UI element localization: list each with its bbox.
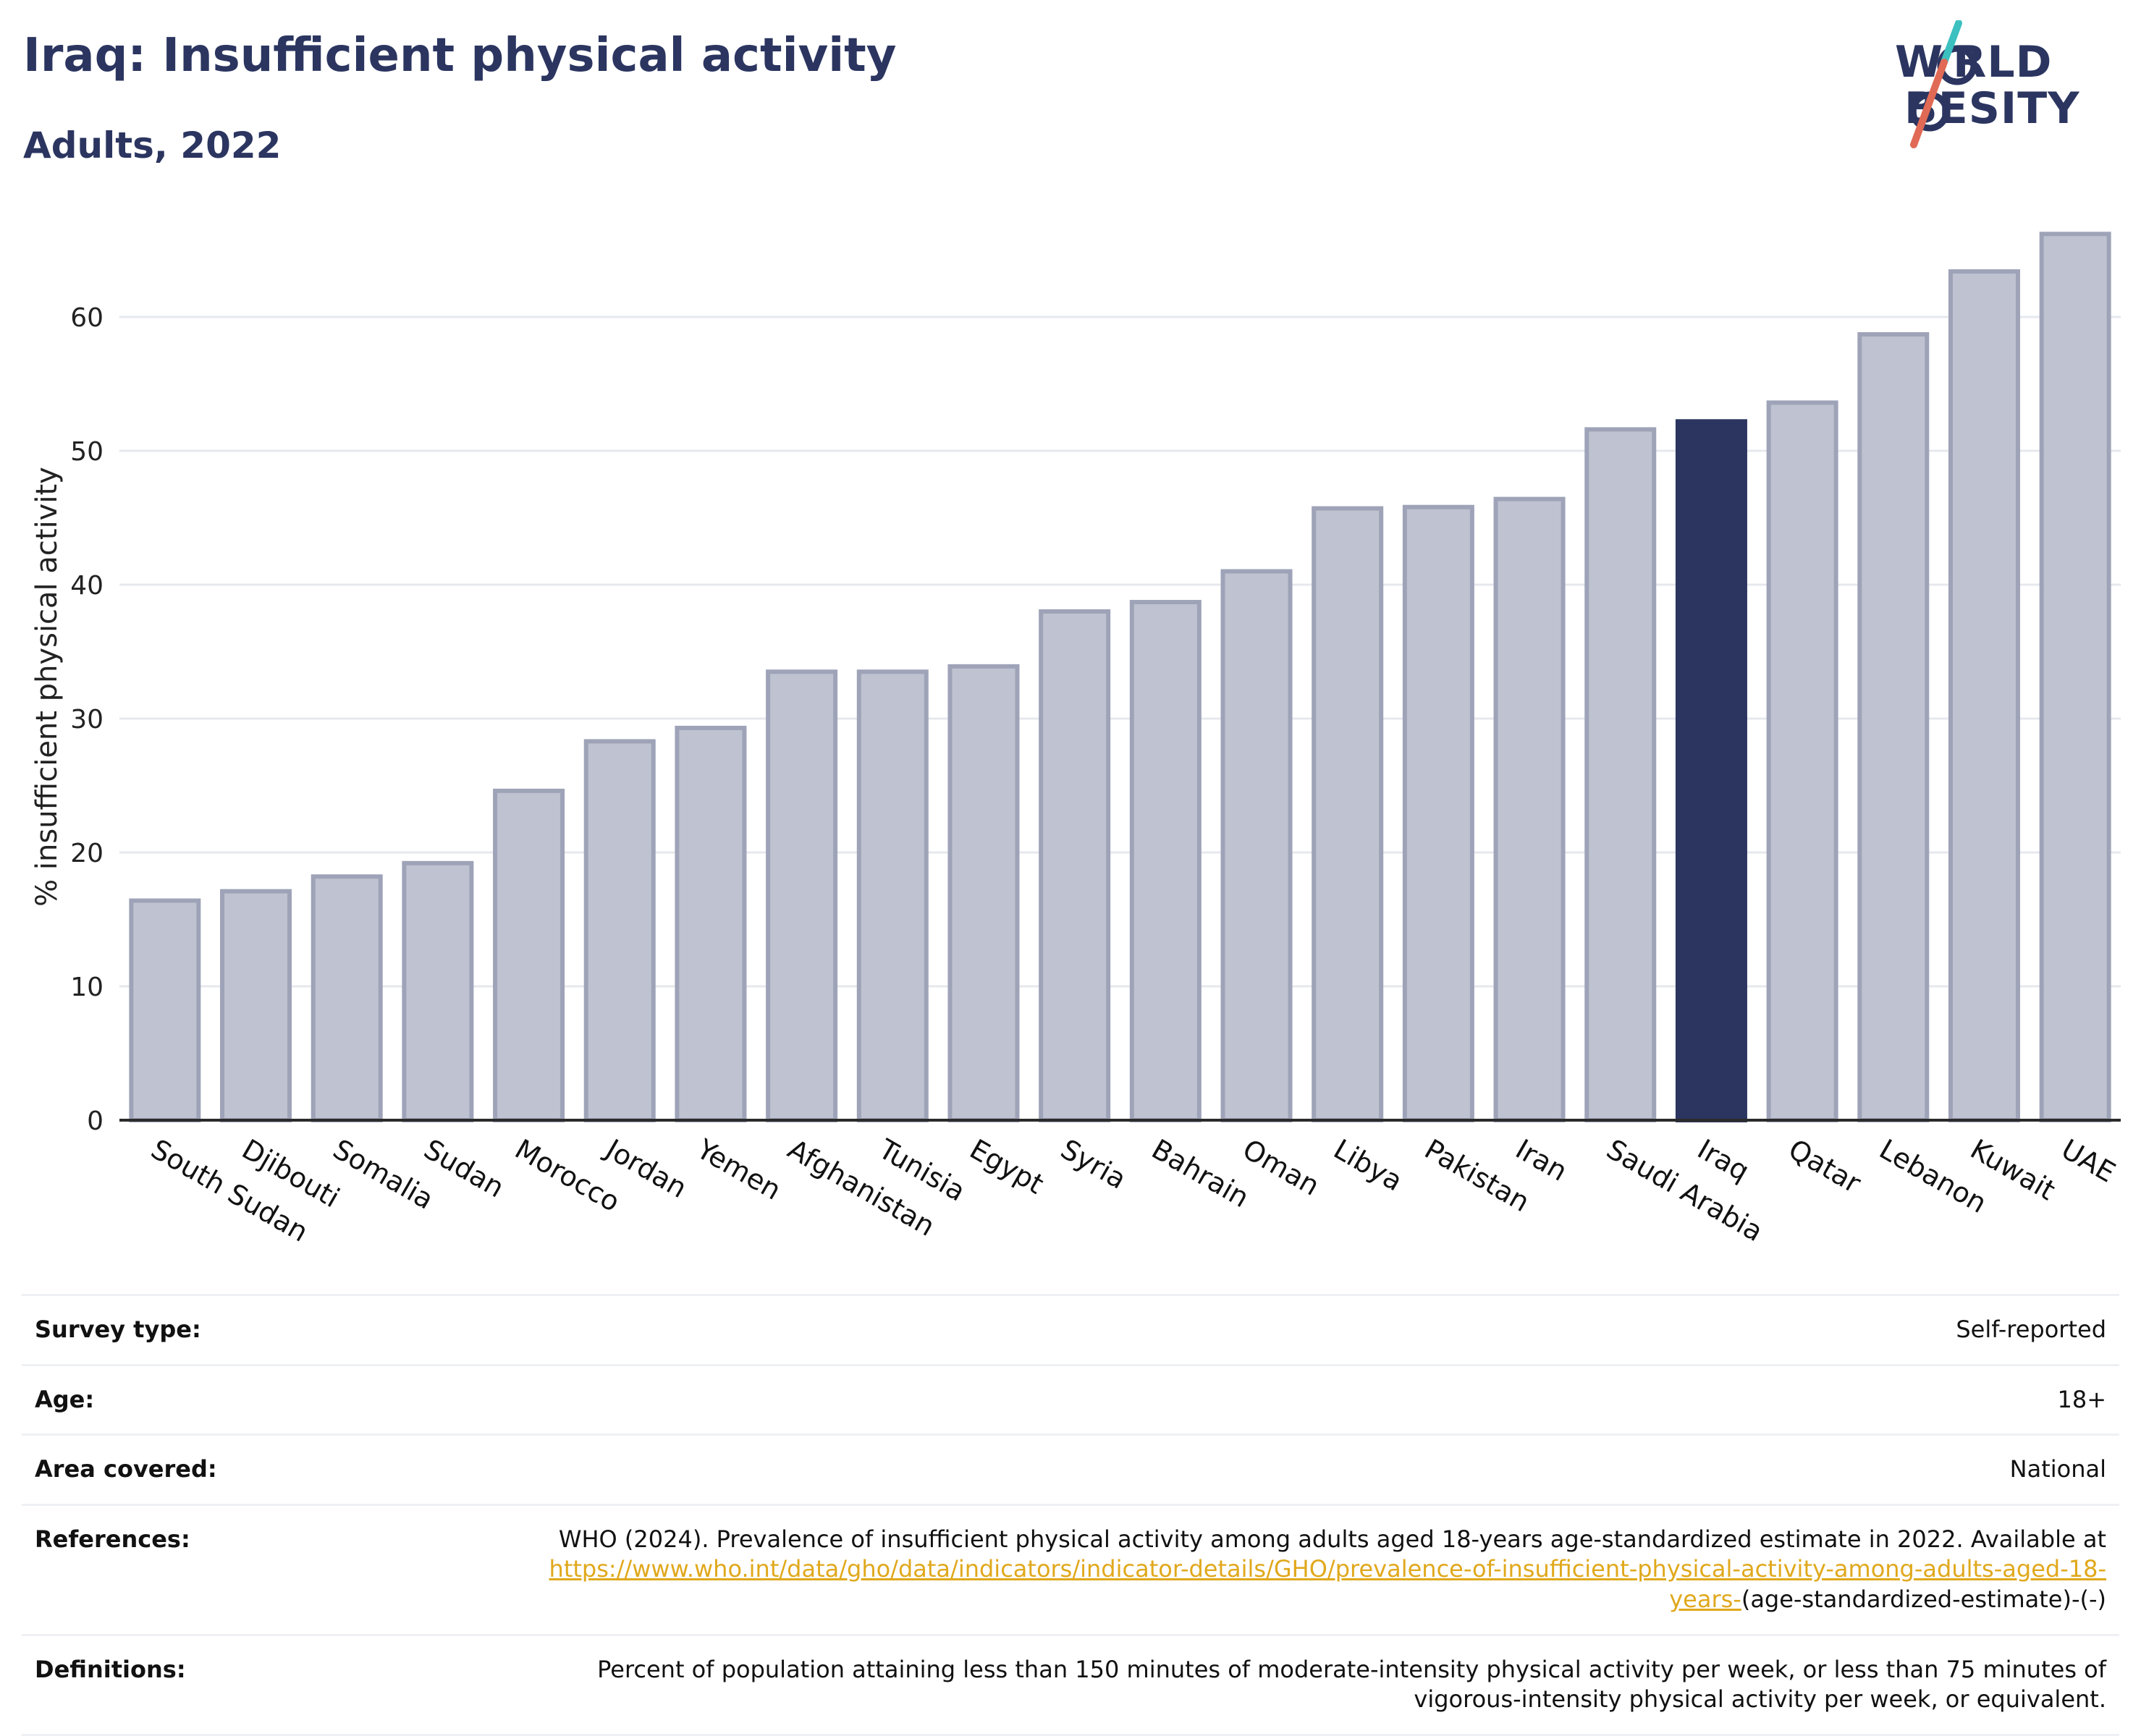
info-row-references: References: WHO (2024). Prevalence of in…: [22, 1503, 2119, 1635]
info-row-survey-type: Survey type: Self-reported: [22, 1294, 2119, 1365]
x-tick-label: Qatar: [1783, 1133, 1867, 1200]
survey-type-label: Survey type:: [22, 1294, 482, 1365]
y-tick-label: 20: [70, 839, 104, 868]
y-tick-label: 30: [70, 705, 104, 734]
bar: [1584, 427, 1657, 1122]
bar: [1857, 332, 1930, 1122]
info-row-area: Area covered: National: [22, 1434, 2119, 1505]
survey-type-value: Self-reported: [482, 1294, 2119, 1365]
bar: [1312, 506, 1384, 1122]
y-tick-label: 60: [70, 303, 104, 333]
info-row-definitions: Definitions: Percent of population attai…: [22, 1633, 2119, 1736]
references-value: WHO (2024). Prevalence of insufficient p…: [482, 1503, 2119, 1635]
y-tick-label: 0: [87, 1106, 104, 1136]
x-tick-label: Libya: [1328, 1133, 1408, 1198]
x-tick-label: Egypt: [964, 1133, 1049, 1201]
info-table: Survey type: Self-reported Age: 18+ Area…: [22, 1294, 2119, 1736]
bar: [1766, 400, 1838, 1122]
references-text: WHO (2024). Prevalence of insufficient p…: [558, 1525, 2106, 1553]
x-tick-label: Syria: [1055, 1133, 1131, 1195]
x-tick-label: Morocco: [510, 1133, 625, 1219]
y-tick-label: 40: [70, 571, 104, 601]
bar: [766, 669, 838, 1122]
bar: [947, 664, 1020, 1122]
bar: [1402, 504, 1474, 1122]
chart-svg: 0 10 20 30 40 50 60 % insufficient physical act…: [30, 232, 2121, 1248]
bar: [220, 889, 292, 1123]
age-value: 18+: [482, 1363, 2119, 1435]
bar: [1948, 269, 2020, 1123]
info-row-age: Age: 18+: [22, 1363, 2119, 1435]
area-label: Area covered:: [22, 1434, 482, 1505]
y-axis-label: % insufficient physical activity: [30, 467, 64, 907]
bar-chart: 0 10 20 30 40 50 60 % insufficient physical act…: [0, 195, 2141, 1266]
bar: [1129, 600, 1202, 1122]
bar: [129, 898, 201, 1122]
bar: [583, 739, 656, 1122]
bar: [493, 788, 565, 1123]
y-tick-label: 50: [70, 437, 104, 467]
age-label: Age:: [22, 1363, 482, 1435]
page-subtitle: Adults, 2022: [23, 124, 282, 166]
x-tick-label: Iraq: [1692, 1133, 1754, 1187]
bar: [1220, 569, 1293, 1122]
x-tick-label: South Sudan: [145, 1133, 313, 1248]
bar: [311, 874, 383, 1122]
definitions-label: Definitions:: [22, 1633, 482, 1736]
bar: [675, 725, 747, 1122]
x-tick-label: Iran: [1511, 1133, 1573, 1187]
x-tick-label: Bahrain: [1146, 1133, 1254, 1214]
references-suffix: (age-standardized-estimate)-(-): [1741, 1585, 2106, 1613]
references-label: References:: [22, 1503, 482, 1635]
world-obesity-logo: W RLD BESITY: [1889, 20, 2128, 151]
x-tick-label: Saudi Arabia: [1601, 1133, 1768, 1248]
bar: [1675, 419, 1747, 1122]
x-tick-label: Pakistan: [1419, 1133, 1535, 1219]
definitions-value: Percent of population attaining less tha…: [482, 1633, 2119, 1736]
x-tick-label: UAE: [2056, 1133, 2121, 1189]
x-tick-label: Yemen: [691, 1132, 787, 1206]
bar: [402, 860, 474, 1122]
area-value: National: [482, 1434, 2119, 1505]
references-link[interactable]: https://www.who.int/data/gho/data/indica…: [549, 1555, 2106, 1613]
bar: [1039, 609, 1111, 1122]
bar: [856, 669, 929, 1122]
y-tick-label: 10: [70, 973, 104, 1002]
page-title: Iraq: Insufficient physical activity: [23, 29, 897, 82]
bar: [2039, 232, 2111, 1122]
x-tick-label: Somalia: [328, 1133, 439, 1216]
logo-slash-icon: [1909, 20, 1977, 148]
bar: [1493, 496, 1566, 1123]
